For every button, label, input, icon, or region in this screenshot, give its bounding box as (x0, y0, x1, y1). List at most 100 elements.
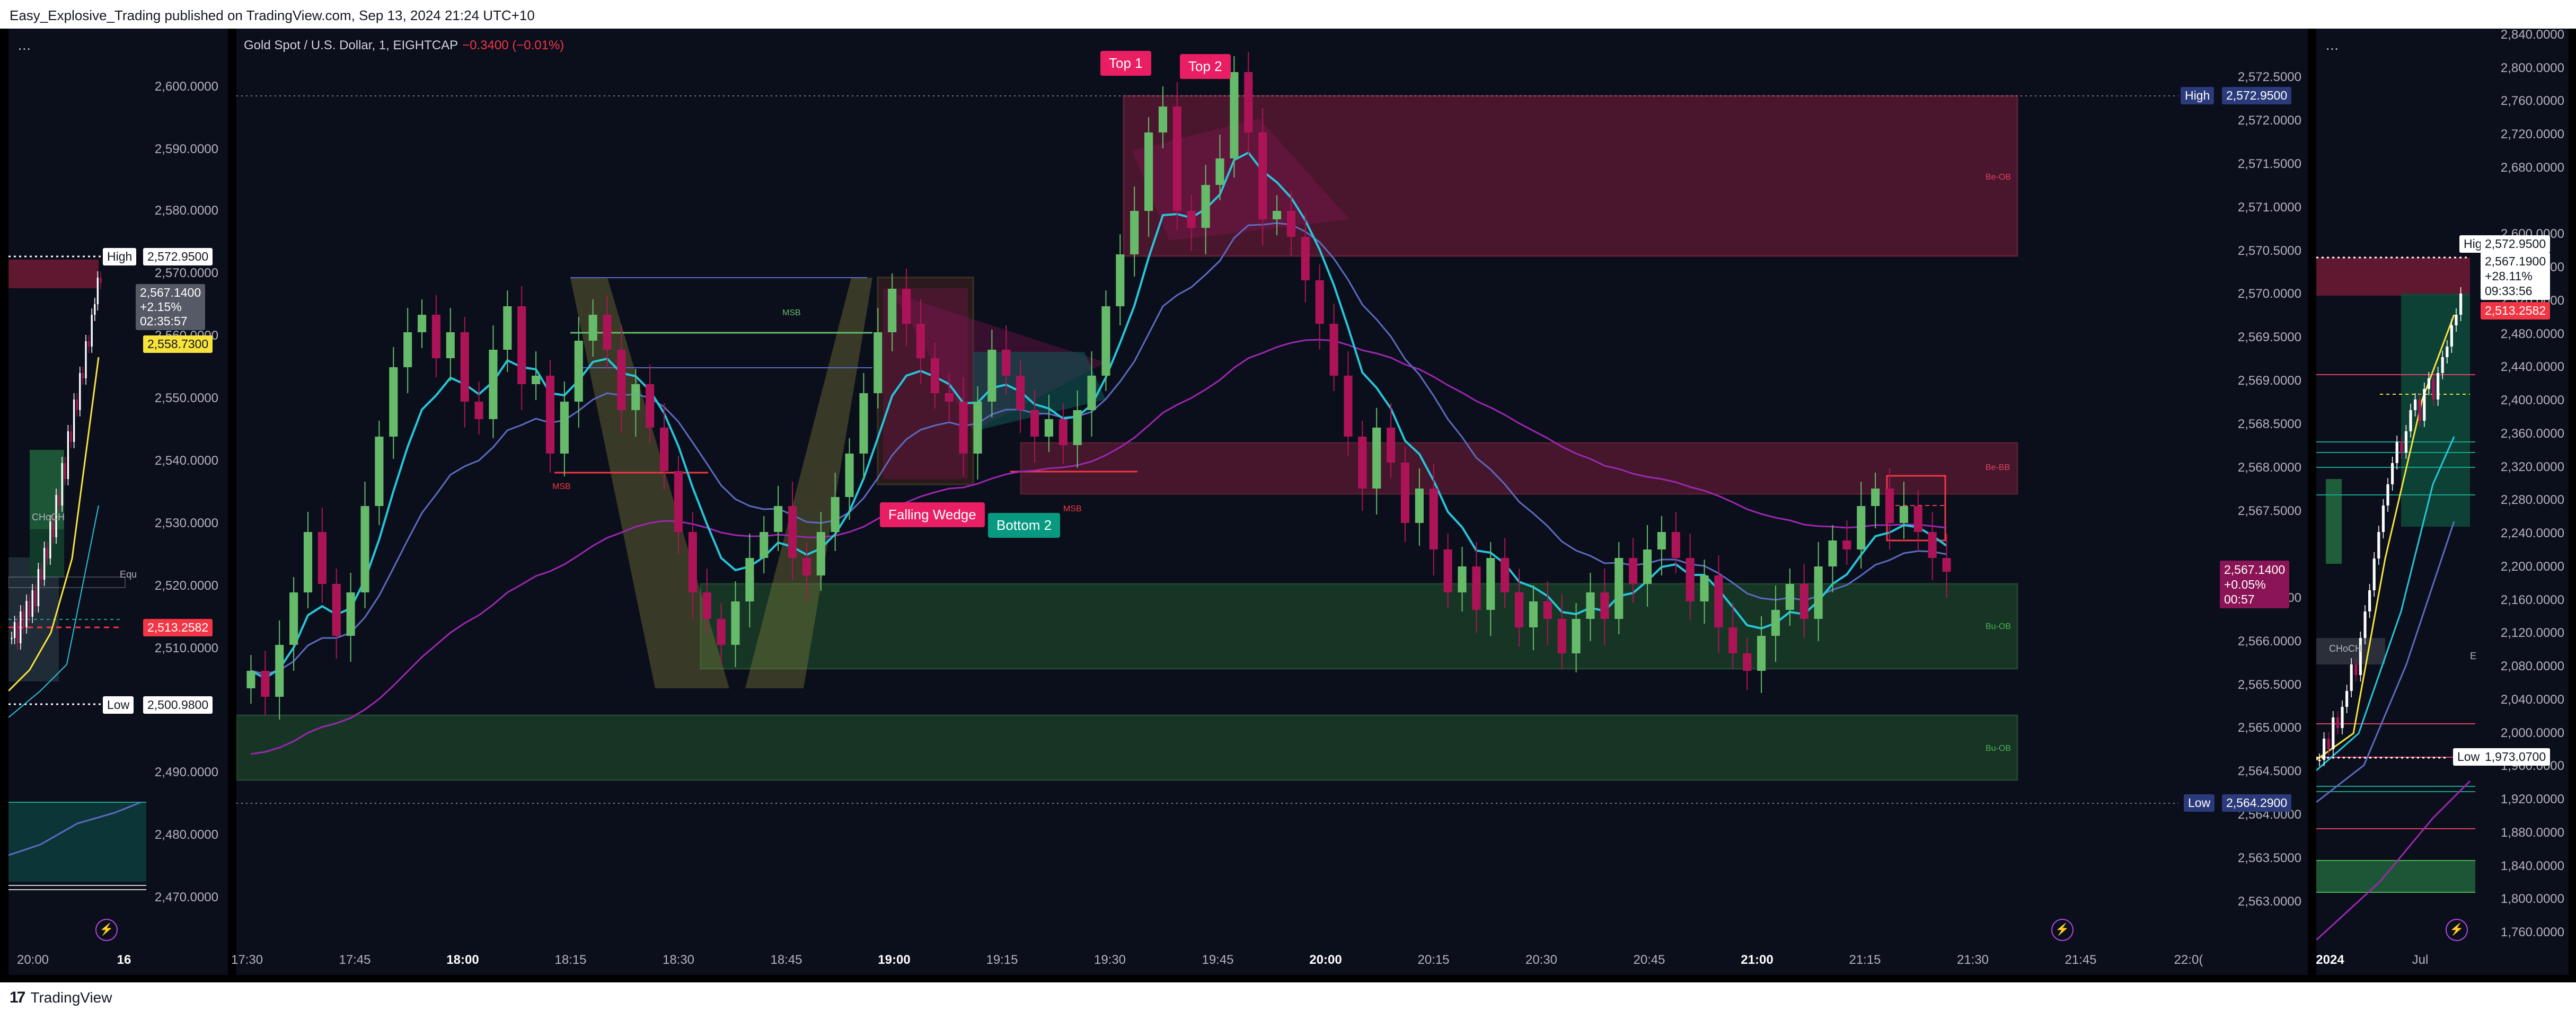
left-price-axis[interactable]: 2,600.0000 2,590.0000 2,580.0000 2,570.0000… (95, 29, 228, 975)
left-chart-canvas[interactable] (8, 29, 228, 975)
y-axis-label: 2,040.0000 (2500, 693, 2564, 707)
bu-ob-note-2: Bu-OB (1986, 744, 2012, 753)
right-low-value: 1,973.0700 (2481, 748, 2551, 766)
candle-body (1743, 653, 1752, 671)
x-axis-label: 21:00 (1741, 953, 1774, 967)
y-axis-label: 2,480.0000 (2500, 327, 2564, 341)
bottom2-chip[interactable]: Bottom 2 (988, 513, 1061, 538)
candle-body (1543, 601, 1552, 619)
main-low-label: Low (2184, 794, 2215, 812)
tradingview-brand[interactable]: 17 TradingView (10, 989, 112, 1007)
candle-body (874, 332, 883, 393)
candle-body (1771, 610, 1780, 636)
y-axis-label: 2,550.0000 (154, 391, 218, 405)
right-last-price-box: 2,567.1900 +28.11% 09:33:56 (2481, 252, 2551, 300)
y-axis-label: 2,565.0000 (2237, 721, 2301, 735)
right-e-note: E (2470, 651, 2477, 661)
x-axis-label: 20:00 (1309, 953, 1342, 967)
main-last-change: +0.05% (2224, 578, 2266, 591)
left-time-axis[interactable]: 20:00 16 (8, 946, 228, 975)
x-axis-label: 19:00 (878, 953, 911, 967)
main-chart-canvas[interactable] (236, 29, 2308, 975)
candle-body (588, 315, 597, 341)
main-legend-symbol: Gold Spot / U.S. Dollar, 1, EIGHTCAP (244, 38, 458, 52)
main-legend: Gold Spot / U.S. Dollar, 1, EIGHTCAP −0.3… (244, 38, 564, 53)
y-axis-label: 2,590.0000 (154, 142, 218, 156)
right-countdown: 09:33:56 (2485, 284, 2533, 298)
candle-body (1714, 575, 1723, 627)
candle-body (58, 495, 60, 506)
left-pane-menu[interactable]: ... (18, 37, 31, 53)
candle-body (1116, 254, 1125, 306)
y-axis-label: 2,572.0000 (2237, 113, 2301, 128)
right-candles (2318, 287, 2463, 766)
x-axis-label: 21:45 (2065, 953, 2097, 967)
x-axis-label: 20:45 (1633, 953, 1665, 967)
candle-body (1400, 463, 1410, 523)
left-high-value: 2,572.9500 (143, 248, 213, 265)
candle-body (1030, 410, 1039, 437)
right-low-label: Low (2453, 748, 2484, 766)
left-high-label: High (103, 248, 137, 265)
candle-body (1272, 211, 1282, 219)
candle-body (1230, 72, 1239, 158)
right-chart-canvas[interactable] (2316, 29, 2569, 975)
msb-note-1: MSB (782, 308, 801, 317)
candle-body (2427, 378, 2430, 389)
y-axis-label: 2,570.0000 (2237, 287, 2301, 301)
x-axis-label: 20:30 (1525, 953, 1558, 967)
candle-body (2359, 638, 2362, 675)
y-axis-label: 2,563.5000 (2237, 851, 2301, 865)
falling-wedge-chip[interactable]: Falling Wedge (880, 502, 985, 527)
right-time-axis[interactable]: 2024 Jul (2316, 946, 2465, 975)
candle-body (403, 332, 412, 367)
right-price-axis[interactable]: 2,840.0000 2,800.0000 2,760.0000 2,720.0000… (2453, 28, 2569, 975)
candle-body (460, 332, 469, 402)
top1-chip[interactable]: Top 1 (1100, 51, 1151, 76)
x-axis-label: 18:45 (770, 953, 802, 967)
top2-chip[interactable]: Top 2 (1180, 54, 1231, 79)
candle-body (1358, 437, 1367, 489)
main-price-axis[interactable]: 2,573.50002,572.50002,572.00002,571.5000… (2178, 29, 2308, 975)
right-lightning-icon[interactable]: ⚡ (2446, 919, 2468, 941)
right-chart-pane[interactable]: ... CHoCH E ⚡ (2316, 29, 2569, 975)
candle-body (674, 471, 683, 532)
candle-body (1814, 566, 1823, 619)
y-axis-label: 2,571.0000 (2237, 200, 2301, 215)
main-lightning-icon[interactable]: ⚡ (2051, 919, 2074, 941)
candle-body (360, 506, 369, 592)
candle-body (1785, 584, 1794, 610)
y-axis-label: 2,540.0000 (154, 454, 218, 468)
candle-body (902, 289, 911, 324)
candle-body (2409, 410, 2412, 431)
y-axis-label: 2,360.0000 (2500, 427, 2564, 441)
left-lightning-icon[interactable]: ⚡ (95, 919, 118, 941)
candle-body (1144, 132, 1153, 211)
candle-body (1329, 324, 1338, 376)
candle-body (1799, 584, 1809, 619)
candle-body (43, 548, 46, 580)
y-axis-label: 2,720.0000 (2500, 127, 2564, 141)
candle-body (2372, 558, 2376, 590)
y-axis-label: 2,480.0000 (154, 828, 218, 842)
left-chart-pane[interactable]: ... CHoCH Equ ⚡ (8, 29, 228, 975)
right-pane-menu[interactable]: ... (2326, 37, 2339, 53)
candle-body (100, 278, 102, 283)
brand-label: TradingView (30, 989, 112, 1006)
candle-body (1885, 489, 1894, 523)
y-axis-label: 2,520.0000 (154, 579, 218, 593)
candle-body (1344, 376, 1353, 437)
candle-body (1728, 627, 1737, 653)
main-low-value: 2,564.2900 (2222, 794, 2292, 812)
main-time-axis[interactable]: 17:30 17:45 18:00 18:15 18:30 18:45 19:00 19:15… (231, 946, 2203, 975)
x-axis-label: 22:0( (2174, 953, 2203, 967)
main-chart-pane[interactable]: Gold Spot / U.S. Dollar, 1, EIGHTCAP −0.3… (236, 29, 2308, 975)
msb-note-3: MSB (1063, 504, 1082, 513)
candle-body (1842, 540, 1851, 549)
candle-body (646, 384, 655, 428)
candle-body (2327, 739, 2330, 749)
candle-body (1201, 185, 1210, 228)
candle-body (532, 376, 541, 384)
y-axis-label: 2,566.0000 (2237, 634, 2301, 649)
candle-body (489, 350, 498, 419)
